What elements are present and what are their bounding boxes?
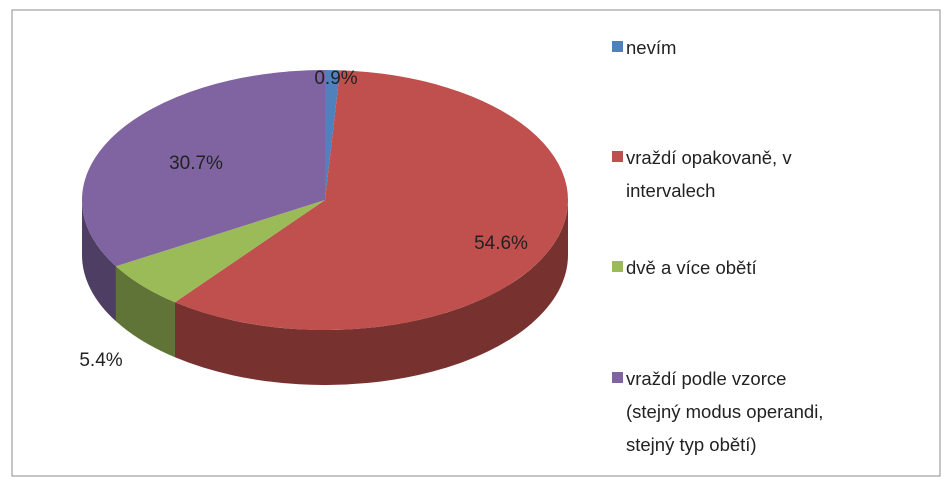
slice — [325, 70, 340, 200]
legend-item: nevím — [612, 31, 824, 64]
legend-label: vraždí opakovaně, v intervalech — [626, 147, 792, 201]
slice-side — [115, 266, 175, 358]
slice — [81, 70, 325, 267]
slice-side — [82, 200, 116, 322]
legend-label: nevím — [626, 37, 677, 58]
legend-item: vraždí opakovaně, v intervalech — [612, 141, 824, 207]
legend-swatch — [612, 261, 623, 272]
data-label: 0.9% — [314, 68, 357, 89]
data-label: 54.6% — [474, 233, 528, 254]
legend-item: vraždí podle vzorce (stejný modus operan… — [612, 362, 824, 461]
data-label: 30.7% — [169, 153, 223, 174]
legend-swatch — [612, 372, 623, 383]
slice — [115, 200, 325, 303]
slice-side — [174, 200, 568, 385]
legend-swatch — [612, 41, 623, 52]
legend-label: dvě a více obětí — [626, 257, 757, 278]
legend-item: dvě a více obětí — [612, 251, 824, 284]
slice — [174, 70, 568, 330]
data-label: 5.4% — [79, 350, 122, 371]
legend-label: vraždí podle vzorce (stejný modus operan… — [626, 368, 824, 455]
legend-swatch — [612, 151, 623, 162]
